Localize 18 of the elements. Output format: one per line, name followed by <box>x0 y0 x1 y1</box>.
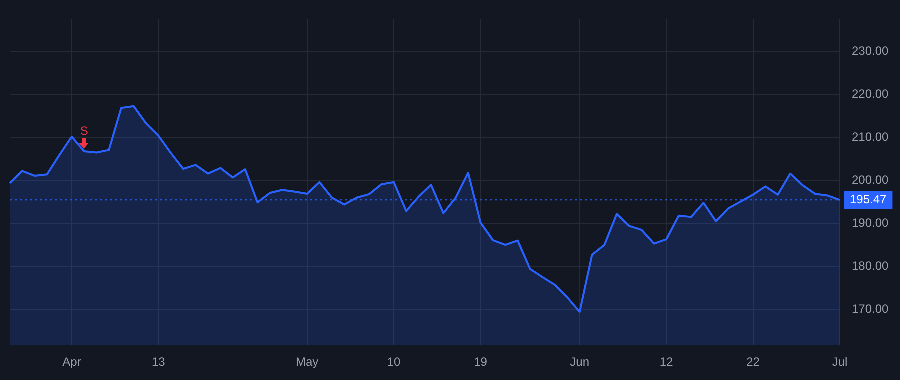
x-tick-label: 12 <box>660 355 674 370</box>
x-tick-label: 13 <box>152 355 166 370</box>
y-tick-label: 170.00 <box>852 302 890 316</box>
annotation: S <box>80 124 88 138</box>
x-tick-label: 19 <box>474 355 488 370</box>
x-tick-label: Apr <box>62 355 82 370</box>
x-tick-label: Jun <box>570 355 590 370</box>
x-tick-label: 10 <box>387 355 402 370</box>
x-tick-label: Jul <box>832 355 848 370</box>
x-tick-label: 22 <box>746 355 760 370</box>
ref-line-label: 195.47 <box>850 192 888 206</box>
y-tick-label: 230.00 <box>852 44 890 58</box>
y-tick-label: 200.00 <box>852 172 890 187</box>
y-tick-label: 190.00 <box>852 216 890 230</box>
y-tick-label: 220.00 <box>852 87 890 102</box>
y-tick-label: 210.00 <box>852 130 890 144</box>
x-tick-label: May <box>296 355 319 370</box>
y-tick-label: 180.00 <box>852 258 890 273</box>
